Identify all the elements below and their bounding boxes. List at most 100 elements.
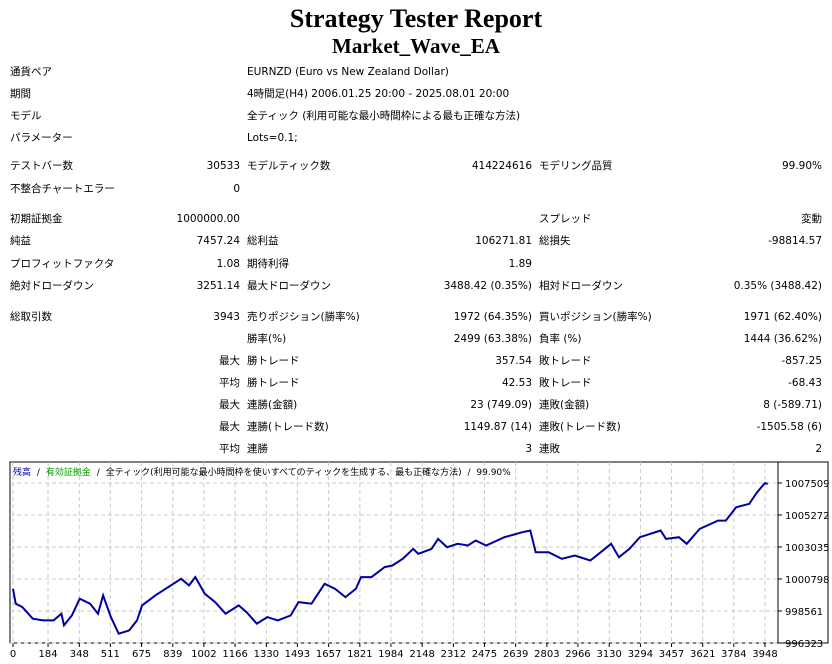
cell-value-2: 23 (749.09) xyxy=(470,399,532,411)
cell-value-3: 2 xyxy=(815,443,822,455)
cell-label-1: 純益 xyxy=(10,235,31,247)
cell-label-1: 絶対ドローダウン xyxy=(10,280,94,292)
report-row: 不整合チャートエラー 0 xyxy=(0,178,832,200)
cell-label-1: モデル xyxy=(10,110,42,122)
legend-sep: / xyxy=(467,468,471,478)
x-tick-label: 2966 xyxy=(565,649,590,660)
cell-value-1: 0 xyxy=(233,183,240,195)
cell-value-3: -98814.57 xyxy=(768,235,822,247)
cell-label-3: 買いポジション(勝率%) xyxy=(539,311,652,323)
cell-label-3: 連敗 xyxy=(539,443,560,455)
x-tick-label: 3784 xyxy=(721,649,746,660)
cell-value-3: 0.35% (3488.42) xyxy=(733,280,822,292)
cell-value-3: -857.25 xyxy=(781,355,822,367)
cell-value-3: 変動 xyxy=(801,213,822,225)
cell-value-3: 1444 (36.62%) xyxy=(743,333,822,345)
x-tick-label: 1657 xyxy=(316,649,341,660)
legend-quality: 99.90% xyxy=(476,468,511,478)
cell-label-1: 通貨ペア xyxy=(10,66,52,78)
report-row: モデル 全ティック (利用可能な最小時間枠による最も正確な方法) xyxy=(0,105,832,127)
cell-label-2: 総利益 xyxy=(247,235,279,247)
cell-value-2: 1.89 xyxy=(508,258,532,270)
cell-label-3: 総損失 xyxy=(539,235,571,247)
cell-label-1: 総取引数 xyxy=(10,311,52,323)
report-row: 最大 勝トレード 357.54 敗トレード -857.25 xyxy=(0,350,832,372)
x-tick-label: 1984 xyxy=(378,649,403,660)
x-tick-label: 3130 xyxy=(596,649,621,660)
cell-value-3: -68.43 xyxy=(788,377,822,389)
y-tick-label: 996323 xyxy=(785,639,823,650)
report-row: 絶対ドローダウン 3251.14 最大ドローダウン 3488.42 (0.35%) 相対… xyxy=(0,275,832,297)
legend-model: 全ティック(利用可能な最小時間枠を使いすべてのティックを生成する、最も正確な方法… xyxy=(106,466,462,478)
cell-label-2: 連勝 xyxy=(247,443,268,455)
report-row: 純益 7457.24 総利益 106271.81 総損失 -98814.57 xyxy=(0,230,832,252)
cell-label-2: 最大ドローダウン xyxy=(247,280,331,292)
cell-label-2: EURNZD (Euro vs New Zealand Dollar) xyxy=(247,66,449,78)
x-tick-label: 3621 xyxy=(690,649,715,660)
report-row: 初期証拠金 1000000.00 スプレッド 変動 xyxy=(0,208,832,230)
cell-value-1: 1000000.00 xyxy=(176,213,240,225)
legend-equity: 有効証拠金 xyxy=(46,466,91,478)
y-tick-label: 998561 xyxy=(785,607,823,618)
cell-label-2: Lots=0.1; xyxy=(247,132,298,144)
svg-text:残高 / 有効証拠金 / 全: 残高 / 有効証拠金 / 全ティック(利用可能な最小時間枠を使いすべてのティック… xyxy=(13,466,511,478)
cell-label-3: 敗トレード xyxy=(539,355,592,367)
report-row: テストバー数 30533 モデルティック数 414224616 モデリング品質 99.90… xyxy=(0,155,832,177)
cell-label-2: 連勝(トレード数) xyxy=(247,421,329,433)
report-title: Strategy Tester Report xyxy=(289,4,543,33)
cell-label-3: 敗トレード xyxy=(539,377,592,389)
report-row: プロフィットファクタ 1.08 期待利得 1.89 xyxy=(0,253,832,275)
cell-label-3: モデリング品質 xyxy=(539,160,613,172)
report-row: 通貨ペア EURNZD (Euro vs New Zealand Dollar) xyxy=(0,61,832,83)
x-tick-label: 2803 xyxy=(534,649,559,660)
x-tick-label: 348 xyxy=(70,649,89,660)
x-tick-label: 0 xyxy=(10,649,16,660)
cell-label-2: 4時間足(H4) 2006.01.25 20:00 - 2025.08.01 2… xyxy=(247,88,510,100)
cell-label-3: スプレッド xyxy=(539,213,592,225)
x-tick-label: 511 xyxy=(101,649,120,660)
x-tick-label: 1166 xyxy=(222,649,247,660)
x-tick-label: 184 xyxy=(39,649,58,660)
cell-value-1: 1.08 xyxy=(216,258,240,270)
cell-value-2: 357.54 xyxy=(495,355,532,367)
cell-label-2: 売りポジション(勝率%) xyxy=(247,311,360,323)
legend-balance: 残高 xyxy=(13,466,31,478)
y-tick-label: 1005272 xyxy=(785,511,830,522)
cell-value-1: 30533 xyxy=(206,160,240,172)
cell-value-2: 3488.42 (0.35%) xyxy=(443,280,532,292)
x-tick-label: 2475 xyxy=(472,649,497,660)
cell-value-3: 99.90% xyxy=(781,160,822,172)
cell-label-1: 期間 xyxy=(10,88,31,100)
y-tick-label: 1003035 xyxy=(785,543,830,554)
cell-value-2: 1972 (64.35%) xyxy=(453,311,532,323)
x-tick-label: 3294 xyxy=(628,649,653,660)
report-row: パラメーター Lots=0.1; xyxy=(0,127,832,149)
cell-value-3: -1505.58 (6) xyxy=(756,421,822,433)
x-tick-label: 1330 xyxy=(254,649,279,660)
y-tick-label: 1000798 xyxy=(785,575,830,586)
cell-value-1: 最大 xyxy=(219,421,240,433)
cell-label-1: テストバー数 xyxy=(10,160,73,172)
cell-value-1: 7457.24 xyxy=(196,235,240,247)
cell-value-2: 106271.81 xyxy=(475,235,532,247)
x-tick-label: 3948 xyxy=(752,649,777,660)
y-tick-label: 1007509 xyxy=(785,479,830,490)
balance-chart: 0 184 348 511 675 839 1002 1166 1330 1493 1657 1821… xyxy=(9,461,830,660)
cell-value-2: 42.53 xyxy=(501,377,532,389)
cell-label-2: モデルティック数 xyxy=(247,160,331,172)
report-row: 最大 連勝(トレード数) 1149.87 (14) 連敗(トレード数) -1505.58… xyxy=(0,416,832,438)
cell-label-2: 連勝(金額) xyxy=(247,399,298,411)
cell-value-3: 1971 (62.40%) xyxy=(743,311,822,323)
cell-label-1: パラメーター xyxy=(10,132,73,144)
balance-line xyxy=(12,481,769,635)
cell-value-2: 2499 (63.38%) xyxy=(453,333,532,345)
x-tick-label: 1493 xyxy=(285,649,310,660)
cell-label-3: 相対ドローダウン xyxy=(539,280,623,292)
report-row: 平均 勝トレード 42.53 敗トレード -68.43 xyxy=(0,372,832,394)
expert-name: Market_Wave_EA xyxy=(332,34,500,58)
x-tick-label: 2148 xyxy=(409,649,434,660)
cell-value-1: 最大 xyxy=(219,399,240,411)
cell-value-2: 3 xyxy=(525,443,532,455)
cell-label-2: 勝トレード xyxy=(247,355,300,367)
cell-label-1: プロフィットファクタ xyxy=(10,258,115,270)
